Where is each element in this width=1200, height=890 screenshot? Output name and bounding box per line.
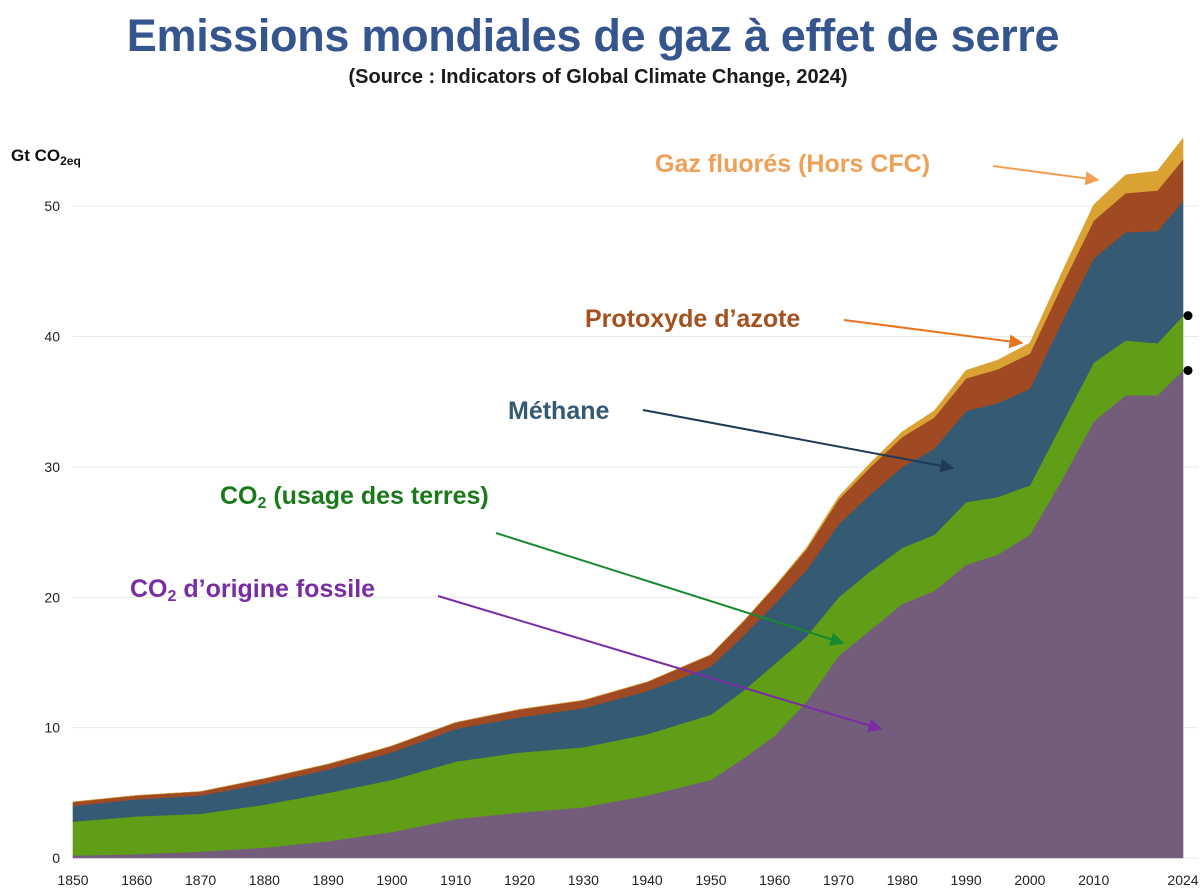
chart-subtitle: (Source : Indicators of Global Climate C… — [348, 66, 848, 88]
chart-title: Emissions mondiales de gaz à effet de se… — [126, 10, 1060, 61]
y-tick-label: 50 — [44, 198, 60, 214]
y-axis-unit-main: Gt CO — [11, 146, 61, 165]
x-tick-label: 1920 — [504, 872, 535, 888]
annotation-fluorinated-gases: Gaz fluorés (Hors CFC) — [655, 150, 931, 178]
y-tick-label: 30 — [44, 459, 60, 475]
x-tick-label: 1970 — [823, 872, 854, 888]
arrow-nitrous-oxide — [843, 319, 1024, 349]
x-tick-label: 1870 — [185, 872, 216, 888]
marker-point — [1183, 311, 1193, 321]
annotation-co2-fossil-pre: CO — [130, 575, 168, 603]
x-tick-label: 1940 — [632, 872, 663, 888]
y-axis-unit-sub: 2eq — [60, 154, 81, 168]
y-tick-label: 20 — [44, 589, 60, 605]
x-tick-label: 1890 — [313, 872, 344, 888]
x-tick-label: 2024 — [1167, 872, 1198, 888]
x-tick-label: 2010 — [1078, 872, 1109, 888]
annotation-co2-land-use-pre: CO — [220, 482, 258, 510]
y-tick-label: 0 — [52, 850, 60, 866]
x-tick-label: 1980 — [887, 872, 918, 888]
marker-point — [1183, 365, 1193, 375]
annotation-methane: Méthane — [508, 397, 610, 425]
annotation-co2-land-use-sub: 2 — [257, 495, 267, 512]
annotation-nitrous-oxide: Protoxyde d’azote — [585, 305, 801, 333]
arrow-co2-fossil — [437, 595, 883, 733]
x-tick-label: 1990 — [951, 872, 982, 888]
annotation-co2-fossil-post: d’origine fossile — [176, 575, 376, 603]
x-tick-label: 1860 — [121, 872, 152, 888]
x-tick-label: 2000 — [1014, 872, 1045, 888]
y-tick-label: 10 — [44, 720, 60, 736]
y-tick-label: 40 — [44, 329, 60, 345]
x-tick-label: 1930 — [568, 872, 599, 888]
y-axis-unit: Gt CO2eq — [11, 146, 81, 168]
arrow-fluorinated-gases — [992, 165, 1100, 186]
annotation-co2-fossil: CO2 d’origine fossile — [130, 575, 375, 606]
x-tick-label: 1910 — [440, 872, 471, 888]
annotation-co2-fossil-sub: 2 — [167, 588, 177, 605]
area-fluorinated-gases — [72, 137, 1184, 803]
arrow-co2-land-use — [495, 532, 845, 646]
arrow-methane — [642, 409, 955, 473]
x-tick-label: 1900 — [376, 872, 407, 888]
x-tick-label: 1960 — [759, 872, 790, 888]
annotation-co2-land-use: CO2 (usage des terres) — [220, 482, 489, 513]
x-tick-label: 1850 — [57, 872, 88, 888]
x-tick-label: 1950 — [695, 872, 726, 888]
x-tick-label: 1880 — [249, 872, 280, 888]
annotation-co2-land-use-post: (usage des terres) — [266, 482, 489, 510]
